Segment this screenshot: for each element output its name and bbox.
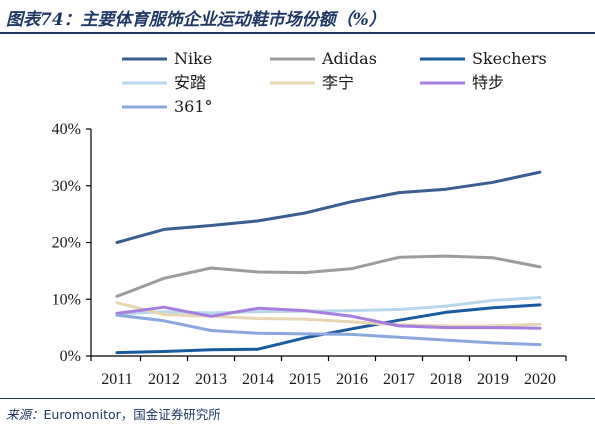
legend-label-adidas: Adidas (321, 49, 377, 68)
title-divider (0, 32, 595, 34)
x-tick-label: 2017 (383, 371, 415, 388)
x-tick-label: 2013 (195, 371, 227, 388)
y-tick-label: 0% (60, 348, 81, 365)
series-line-361 (115, 313, 542, 347)
x-tick-label: 2016 (336, 371, 368, 388)
page-title: 图表74：主要体育服饰企业运动鞋市场份额（%） (6, 10, 386, 30)
x-tick-label: 2014 (242, 371, 274, 388)
legend-label-李宁: 李宁 (322, 73, 354, 92)
legend-label-361: 361° (174, 97, 213, 116)
x-tick-label: 2020 (524, 371, 556, 388)
chart-legend: Nike Adidas Skechers 安踏 李宁 特步 361° (122, 49, 547, 116)
source-divider (0, 398, 595, 399)
x-tick-label: 2019 (477, 371, 509, 388)
y-tick-label: 10% (52, 291, 81, 308)
x-tick-label: 2012 (148, 371, 180, 388)
source-prefix: 来源： (6, 407, 44, 422)
y-tick-label: 40% (52, 121, 81, 138)
legend-label-特步: 特步 (472, 73, 504, 92)
x-tick-label: 2015 (289, 371, 321, 388)
y-tick-label: 30% (52, 178, 81, 195)
series-line-nike (115, 170, 542, 244)
source-note: 来源：Euromonitor，国金证券研究所 (6, 404, 221, 423)
series-line-特步 (115, 305, 542, 330)
legend-label-nike: Nike (174, 49, 212, 68)
legend-label-skechers: Skechers (472, 49, 547, 68)
x-axis-ticks: 2011 2012 2013 2014 2015 2016 2017 2018 2019 2020 (90, 356, 567, 388)
title-bar: 图表74：主要体育服饰企业运动鞋市场份额（%） (0, 0, 595, 32)
y-tick-label: 20% (52, 235, 81, 252)
chart-series (115, 170, 542, 355)
x-tick-label: 2018 (430, 371, 462, 388)
legend-label-安踏: 安踏 (174, 73, 206, 92)
source-text: Euromonitor，国金证券研究所 (43, 407, 221, 422)
y-axis-ticks: 0% 10% 20% 30% 40% (52, 121, 91, 365)
series-line-adidas (115, 254, 542, 298)
x-tick-label: 2011 (101, 371, 132, 388)
series-line-李宁 (115, 301, 542, 328)
